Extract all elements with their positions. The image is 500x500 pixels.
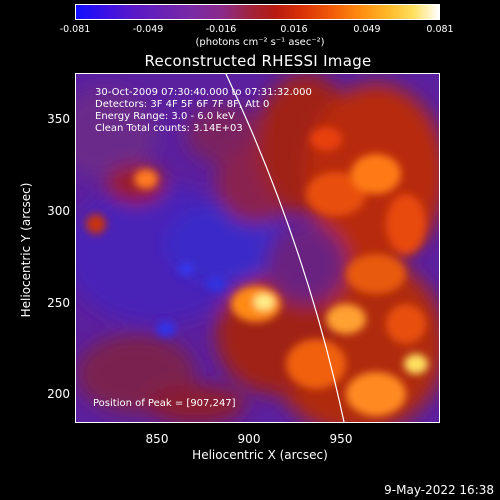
y-axis-label: Heliocentric Y (arcsec) — [19, 182, 33, 318]
x-axis-label: Heliocentric X (arcsec) — [192, 448, 328, 462]
colorbar-tick: 0.081 — [426, 24, 454, 35]
info-time: 30-Oct-2009 07:30:40.000 to 07:31:32.000 — [95, 87, 312, 98]
info-clean: Clean Total counts: 3.14E+03 — [95, 123, 243, 134]
x-tick: 950 — [329, 432, 353, 446]
footer-date: 9-May-2022 16:38 — [384, 483, 494, 497]
colorbar — [75, 4, 440, 20]
colorbar-units: (photons cm⁻² s⁻¹ asec⁻²) — [195, 37, 325, 48]
plot-title: Reconstructed RHESSI Image — [144, 52, 372, 70]
x-tick: 900 — [237, 432, 261, 446]
x-tick: 850 — [145, 432, 169, 446]
flux-image — [76, 74, 439, 422]
y-tick: 350 — [47, 112, 70, 126]
info-detectors: Detectors: 3F 4F 5F 6F 7F 8F, Att 0 — [95, 99, 270, 110]
colorbar-tick: -0.081 — [59, 24, 91, 35]
info-energy: Energy Range: 3.0 - 6.0 keV — [95, 111, 235, 122]
colorbar-tick: -0.016 — [205, 24, 237, 35]
image-plot — [75, 73, 440, 423]
solar-limb — [225, 74, 345, 422]
colorbar-tick: 0.016 — [280, 24, 308, 35]
y-tick: 200 — [47, 387, 70, 401]
peak-position: Position of Peak = [907,247] — [93, 398, 236, 409]
colorbar-tick: -0.049 — [132, 24, 164, 35]
y-tick: 250 — [47, 296, 70, 310]
y-tick: 300 — [47, 204, 70, 218]
colorbar-tick: 0.049 — [353, 24, 381, 35]
